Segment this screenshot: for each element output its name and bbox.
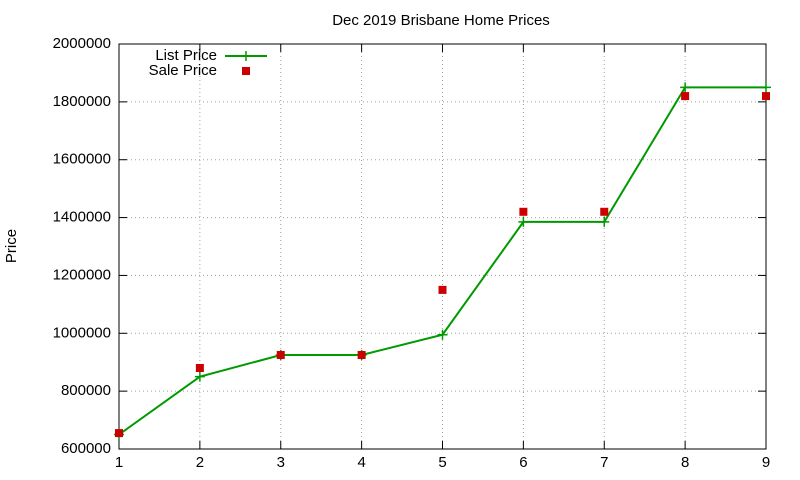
x-tick-label: 5	[438, 454, 446, 471]
point	[438, 285, 447, 294]
point	[681, 92, 690, 101]
y-tick-label: 600000	[61, 440, 111, 457]
x-tick-label: 9	[762, 454, 770, 471]
x-tick-label: 3	[277, 454, 285, 471]
x-tick-label: 6	[519, 454, 527, 471]
y-tick-label: 1200000	[53, 266, 111, 283]
y-tick-label: 800000	[61, 382, 111, 399]
y-tick-label: 1000000	[53, 324, 111, 341]
x-tick-label: 2	[196, 454, 204, 471]
chart-title: Dec 2019 Brisbane Home Prices	[332, 12, 550, 29]
legend-label: List Price	[155, 47, 217, 64]
point	[437, 329, 448, 340]
legend-label: Sale Price	[149, 62, 217, 79]
x-tick-label: 4	[357, 454, 365, 471]
point	[761, 82, 771, 93]
y-axis-label: Price	[3, 229, 20, 263]
point	[680, 82, 691, 93]
point	[519, 207, 528, 216]
point	[194, 371, 205, 382]
legend-marker	[241, 51, 251, 61]
point	[599, 216, 610, 227]
point	[115, 429, 123, 438]
point	[357, 350, 366, 359]
x-tick-label: 7	[600, 454, 608, 471]
point	[762, 92, 770, 101]
point	[195, 364, 204, 372]
plot-border	[118, 43, 767, 450]
point	[276, 350, 285, 359]
x-tick-label: 8	[681, 454, 689, 471]
y-tick-label: 1400000	[53, 209, 111, 226]
point	[600, 207, 609, 216]
point	[518, 216, 529, 227]
x-tick-label: 1	[115, 454, 123, 471]
legend-marker	[242, 67, 250, 75]
y-tick-label: 1600000	[53, 151, 111, 168]
y-tick-label: 2000000	[53, 35, 111, 52]
y-tick-label: 1800000	[53, 93, 111, 110]
